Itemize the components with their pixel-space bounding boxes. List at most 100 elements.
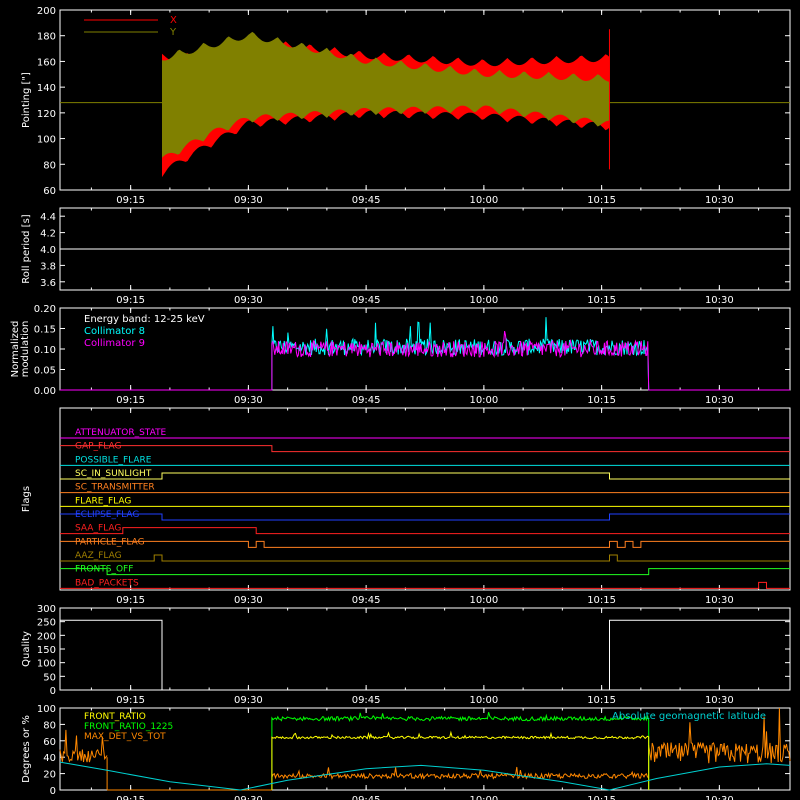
- flag-trace-bad_packets: [60, 581, 790, 589]
- flag-label-bad_packets: BAD_PACKETS: [75, 578, 139, 588]
- flag-label-fronts_off: FRONTS_OFF: [75, 565, 133, 575]
- x-tick-label: 10:30: [705, 795, 734, 800]
- flag-label-aaz_flag: AAZ_FLAG: [75, 551, 122, 561]
- x-tick-label: 09:45: [352, 595, 381, 606]
- y-tick-label: 250: [37, 618, 56, 629]
- x-tick-label: 09:30: [234, 595, 263, 606]
- legend-label-Y: Y: [169, 27, 177, 38]
- legend-label-ratio: FRONT_RATIO_1225: [84, 722, 173, 732]
- x-tick-label: 10:00: [469, 195, 498, 206]
- y-tick-label: 3.8: [40, 261, 56, 272]
- flag-label-particle_flag: PARTICLE_FLAG: [75, 537, 145, 547]
- legend-label-ratio: MAX_DET_VS_TOT: [84, 732, 166, 742]
- flag-label-attenuator_state: ATTENUATOR_STATE: [75, 428, 167, 438]
- y-tick-label: 60: [43, 737, 56, 748]
- y-tick-label: 0.00: [34, 386, 56, 397]
- y-tick-label: 4.0: [40, 245, 56, 256]
- x-tick-label: 09:15: [116, 195, 145, 206]
- flag-trace-gap_flag: [60, 445, 790, 453]
- series-front-ratio: [271, 730, 650, 790]
- legend-label-X: X: [170, 15, 177, 26]
- y-axis-label: Quality: [21, 631, 32, 667]
- legend-label-collimator: Collimator 9: [84, 338, 145, 349]
- x-tick-label: 09:45: [352, 695, 381, 706]
- y-tick-label: 0: [50, 686, 56, 697]
- flag-trace-aaz_flag: [60, 554, 790, 562]
- panel-2: 09:15 09:30 09:45 10:00 10:15 10:30 Roll perio…: [21, 207, 791, 306]
- flag-trace-eclipse_flag: [60, 513, 790, 521]
- x-tick-label: 09:30: [234, 695, 263, 706]
- series-max-det-vs-tot-post: [648, 707, 791, 764]
- flag-label-sc_in_sunlight: SC_IN_SUNLIGHT: [75, 469, 152, 479]
- x-tick-label: 10:15: [587, 795, 616, 800]
- modulation-series-1: [60, 317, 790, 391]
- y-tick-label: 100: [37, 704, 56, 715]
- x-tick-label: 10:30: [705, 295, 734, 306]
- y-tick-label: 80: [43, 160, 56, 171]
- panel-5: 09:15 09:30 09:45 10:00 10:15 10:30 Quality 0 50…: [21, 604, 791, 706]
- x-tick-label: 09:45: [352, 195, 381, 206]
- flag-label-possible_flare: POSSIBLE_FLARE: [75, 455, 152, 465]
- panel-4: 09:15 09:30 09:45 10:00 10:15 10:30 Flags ATTEN…: [21, 407, 791, 606]
- panel-frame: [59, 707, 791, 791]
- y-tick-label: 20: [43, 770, 56, 781]
- y-tick-label: 140: [37, 83, 56, 94]
- series-max-det-vs-tot-mid: [271, 766, 650, 780]
- flag-trace-sc_in_sunlight: [60, 472, 790, 480]
- x-tick-label: 09:45: [352, 795, 381, 800]
- y-tick-label: 120: [37, 109, 56, 120]
- x-tick-label: 09:45: [352, 395, 381, 406]
- x-tick-label: 09:15: [116, 595, 145, 606]
- y-tick-label: 0.10: [34, 345, 56, 356]
- x-tick-label: 09:15: [116, 295, 145, 306]
- y-tick-label: 40: [43, 753, 56, 764]
- series-front-ratio-1225: [271, 712, 650, 790]
- quality-trace: [60, 619, 790, 691]
- x-tick-label: 10:15: [587, 595, 616, 606]
- x-tick-label: 10:30: [705, 195, 734, 206]
- x-tick-label: 09:30: [234, 195, 263, 206]
- y-tick-label: 100: [37, 135, 56, 146]
- flag-label-eclipse_flag: ECLIPSE_FLAG: [75, 510, 139, 520]
- x-tick-label: 09:15: [116, 795, 145, 800]
- panel-6: 09:15 09:30 09:45 10:00 10:15 10:30 Degrees or…: [21, 704, 791, 800]
- x-tick-label: 10:00: [469, 295, 498, 306]
- flag-trace-particle_flag: [60, 540, 790, 548]
- flag-label-saa_flag: SAA_FLAG: [75, 524, 121, 534]
- y-axis-label: Flags: [21, 486, 32, 512]
- y-axis-label: Degrees or %: [21, 715, 32, 783]
- y-tick-label: 300: [37, 604, 56, 615]
- panel-frame: [59, 407, 791, 591]
- y-tick-label: 4.4: [40, 212, 56, 223]
- y-tick-label: 60: [43, 186, 56, 197]
- x-tick-label: 10:00: [469, 795, 498, 800]
- y-tick-label: 200: [37, 6, 56, 17]
- panel-1: 09:15 09:30 09:45 10:00 10:15 10:30 Pointing […: [21, 6, 791, 206]
- y-tick-label: 3.6: [40, 278, 56, 289]
- legend-label-geomagnetic-latitude: Absolute geomagnetic latitude: [612, 711, 766, 722]
- x-tick-label: 10:15: [587, 295, 616, 306]
- x-tick-label: 09:15: [116, 395, 145, 406]
- series-max-det-vs-tot-pre: [59, 729, 108, 763]
- x-tick-label: 10:15: [587, 695, 616, 706]
- y-tick-label: 0.05: [34, 366, 56, 377]
- y-tick-label: 150: [37, 645, 56, 656]
- x-tick-label: 10:00: [469, 395, 498, 406]
- x-tick-label: 10:00: [469, 595, 498, 606]
- x-tick-label: 09:45: [352, 295, 381, 306]
- y-tick-label: 100: [37, 659, 56, 670]
- panel-3: 09:15 09:30 09:45 10:00 10:15 10:30 Normalized…: [10, 304, 791, 406]
- y-axis-label: Roll period [s]: [21, 214, 32, 283]
- flag-trace-fronts_off: [60, 568, 790, 576]
- x-tick-label: 10:30: [705, 695, 734, 706]
- x-tick-label: 10:15: [587, 395, 616, 406]
- y-tick-label: 0.20: [34, 304, 56, 315]
- x-tick-label: 09:30: [234, 795, 263, 800]
- legend-label-collimator: Collimator 8: [84, 326, 145, 337]
- panel-frame: [59, 9, 791, 191]
- x-tick-label: 10:00: [469, 695, 498, 706]
- y-tick-label: 180: [37, 32, 56, 43]
- series-geomagnetic-latitude: [59, 761, 791, 791]
